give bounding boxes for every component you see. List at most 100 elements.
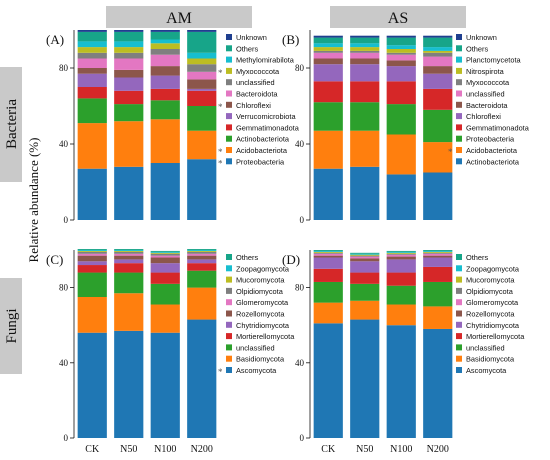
legend-swatch <box>456 90 462 97</box>
bar-segment-chloroflexi <box>386 66 416 82</box>
legend-swatch <box>226 265 232 272</box>
bar-segment-unknown <box>114 30 144 32</box>
legend-label: Rozellomycota <box>466 310 515 319</box>
legend-label: Ascomycota <box>236 366 277 375</box>
bar-segment-rozellomycota <box>313 255 343 258</box>
bar-segment-proteobacteria <box>187 159 217 220</box>
panel-letter: (B) <box>282 32 299 47</box>
legend-label: Bacteroidota <box>236 90 278 99</box>
bar-segment-others <box>187 31 217 53</box>
bar-segment-actinobacteriota <box>386 174 416 220</box>
y-tick-label: 0 <box>64 215 69 225</box>
legend-label: Mortierellomycota <box>466 332 525 341</box>
legend-swatch <box>226 321 232 328</box>
legend-label: Unknown <box>466 33 497 42</box>
significance-marker: * <box>218 102 223 112</box>
bar-segment-unclassified <box>313 281 343 303</box>
bar-segment-others <box>386 250 416 252</box>
y-tick-label: 40 <box>295 139 305 149</box>
bar-segment-chloroflexi <box>187 79 217 89</box>
legend-swatch <box>456 113 462 120</box>
legend-label: Chloroflexi <box>466 112 501 121</box>
bar-segment-chytridiomycota <box>313 257 343 269</box>
bar-segment-proteobacteria <box>386 104 416 135</box>
legend-label: Bacteroidota <box>466 101 508 110</box>
bar-segment-gemmatimonadota <box>386 81 416 105</box>
bar-segment-glomeromycota <box>386 254 416 257</box>
x-tick-label: N100 <box>154 444 176 455</box>
bar-segment-bacteroidota <box>150 54 180 67</box>
x-tick-label: N50 <box>120 444 137 455</box>
y-tick-label: 40 <box>59 139 69 149</box>
bar-segment-ascomycota <box>350 319 380 438</box>
legend-label: Gemmatimonadota <box>466 123 530 132</box>
legend-swatch <box>456 287 462 294</box>
legend-label: Gemmatimonadota <box>236 123 300 132</box>
chart-panel-1: (B) 0 40 80 Unknown Others Planctomycetota Nitr… <box>282 30 530 225</box>
bar-segment-others <box>313 37 343 44</box>
bar-segment-olpidiomycota <box>350 255 380 257</box>
legend-swatch <box>456 254 462 260</box>
bar-segment-unclassified <box>313 52 343 59</box>
significance-marker: * <box>218 158 223 168</box>
header-am: AM <box>166 10 192 27</box>
bar-segment-myxococcota <box>423 52 453 57</box>
bar-segment-ascomycota <box>386 325 416 438</box>
legend-label: Chytridiomycota <box>236 321 290 330</box>
bar-segment-planctomycetota <box>350 43 380 48</box>
bar-segment-others <box>350 252 380 254</box>
bar-segment-unclassified <box>386 54 416 61</box>
bar-segment-basidiomycota <box>77 297 107 333</box>
legend-swatch <box>226 101 232 108</box>
legend-swatch <box>226 367 232 373</box>
legend-label: Basidiomycota <box>466 355 515 364</box>
bar-segment-bacteroidota <box>423 66 453 74</box>
bar-segment-ascomycota <box>423 328 453 438</box>
bar-segment-rozellomycota <box>350 258 380 262</box>
legend-swatch <box>456 147 462 153</box>
bar-segment-unknown <box>386 35 416 38</box>
bar-segment-rozellomycota <box>150 257 180 264</box>
bar-segment-verrucomicrobiota <box>77 73 107 87</box>
bar-segment-mortierellomycota <box>313 268 343 282</box>
bar-segment-zoopagomycota <box>313 250 343 252</box>
legend-label: Others <box>236 44 258 53</box>
bar-segment-bacteroidota <box>386 60 416 67</box>
legend-swatch <box>226 147 232 153</box>
legend-swatch <box>456 79 462 86</box>
bar-segment-myxococcota <box>114 47 144 53</box>
legend-swatch <box>226 254 232 260</box>
significance-marker: * <box>218 147 223 157</box>
bar-segment-olpidiomycota <box>187 251 217 254</box>
panels: (A) 0 40 80 Unknown Others Methylomirabilota My… <box>46 30 530 455</box>
bar-segment-proteobacteria <box>150 163 180 220</box>
bar-segment-glomeromycota <box>187 253 217 256</box>
bar-segment-mortierellomycota <box>114 263 144 273</box>
legend-swatch <box>456 299 462 306</box>
bar-segment-proteobacteria <box>423 109 453 143</box>
panel-letter: (C) <box>46 252 63 267</box>
bar-segment-unknown <box>350 35 380 38</box>
x-tick-label: N200 <box>427 444 449 455</box>
bar-segment-gemmatimonadota <box>187 90 217 106</box>
bar-segment-mortierellomycota <box>386 272 416 286</box>
bar-segment-glomeromycota <box>350 256 380 259</box>
row-bacteria-box <box>0 67 22 182</box>
legend-label: Actinobacteriota <box>236 135 290 144</box>
y-tick-label: 0 <box>64 433 69 443</box>
x-tick-label: CK <box>321 444 336 455</box>
bar-segment-proteobacteria <box>77 168 107 220</box>
bar-segment-mortierellomycota <box>77 265 107 273</box>
bar-segment-actinobacteriota <box>77 98 107 124</box>
bar-segment-zoopagomycota <box>423 250 453 252</box>
legend-swatch <box>226 299 232 306</box>
bar-segment-myxococcota <box>386 52 416 55</box>
bar-segment-gemmatimonadota <box>423 88 453 110</box>
legend-swatch <box>456 124 462 131</box>
bar-segment-acidobacteriota <box>187 130 217 160</box>
bar-segment-planctomycetota <box>423 47 453 51</box>
bar-segment-actinobacteriota <box>350 166 380 220</box>
legend-label: Proteobacteria <box>236 157 285 166</box>
legend-label: Unknown <box>236 33 267 42</box>
bar-segment-actinobacteriota <box>150 100 180 120</box>
